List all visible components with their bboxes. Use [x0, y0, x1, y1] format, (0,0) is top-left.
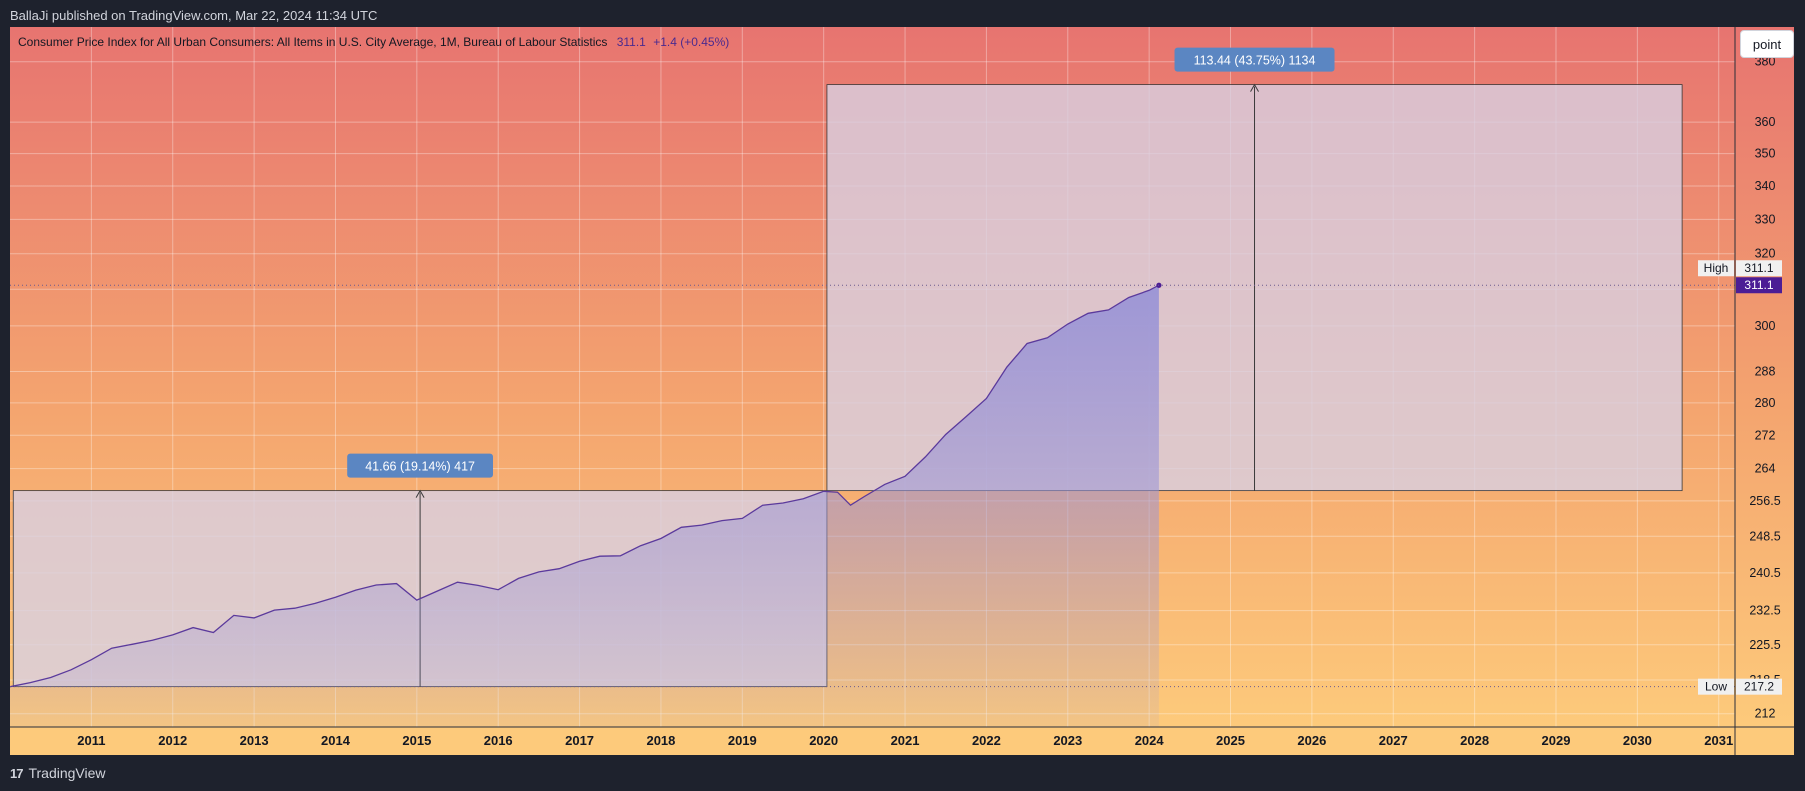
legend-last-value: 311.1	[616, 35, 646, 49]
y-tick-label: 380	[1755, 55, 1776, 69]
measure-arrowhead	[415, 489, 425, 498]
y-tick-label: 248.5	[1749, 529, 1780, 543]
chart-marks	[10, 282, 1735, 688]
measure-label-box	[347, 453, 493, 478]
y-tick-label: 350	[1755, 147, 1776, 161]
price-tag-label-bg	[1698, 260, 1734, 277]
measure-arrowhead	[1250, 83, 1259, 92]
x-tick-label: 2019	[728, 733, 757, 748]
y-tick-label: 300	[1755, 319, 1776, 333]
brand-name: TradingView	[28, 765, 106, 781]
price-tag-value: 217.2	[1744, 680, 1774, 694]
y-tick-label: 264	[1755, 462, 1776, 476]
measure-label: 113.44 (43.75%) 1134	[1194, 54, 1316, 68]
series-area	[10, 285, 1159, 727]
x-tick-label: 2011	[77, 733, 105, 748]
x-tick-label: 2026	[1297, 733, 1326, 748]
price-tag-value: 311.1	[1744, 261, 1773, 275]
x-tick-label: 2025	[1216, 733, 1245, 748]
price-tag-label: High	[1704, 261, 1729, 275]
y-tick-label: 360	[1755, 115, 1776, 129]
tradingview-logo-icon: 17	[10, 765, 24, 781]
price-tag-value: 311.1	[1744, 278, 1773, 292]
measure-label-box	[1174, 47, 1335, 72]
x-tick-label: 2012	[158, 733, 187, 748]
scale-mode-button[interactable]: point	[1740, 30, 1794, 58]
x-tick-label: 2030	[1623, 733, 1652, 748]
series-line	[10, 284, 1160, 688]
y-tick-label: 288	[1755, 364, 1776, 378]
x-tick-label: 2020	[809, 733, 838, 748]
chart-area[interactable]: 41.66 (19.14%) 417 113.44 (43.75%) 1134 2…	[10, 27, 1794, 755]
x-tick-label: 2021	[891, 733, 920, 748]
measure-label: 41.66 (19.14%) 417	[365, 460, 475, 474]
x-tick-label: 2017	[565, 733, 594, 748]
y-tick-label: 256.5	[1749, 494, 1780, 508]
y-tick-label: 232.5	[1749, 604, 1780, 618]
x-tick-label: 2023	[1053, 733, 1082, 748]
chart-legend: Consumer Price Index for All Urban Consu…	[18, 35, 729, 49]
x-tick-label: 2016	[484, 733, 513, 748]
x-tick-label: 2027	[1379, 733, 1408, 748]
legend-change: +1.4 (+0.45%)	[653, 35, 730, 49]
price-axis-background	[1735, 27, 1794, 727]
time-axis-background	[10, 727, 1794, 755]
price-labels: High 311.1 311.1 Low 217.2	[1698, 260, 1782, 695]
cpi-chart[interactable]: 41.66 (19.14%) 417 113.44 (43.75%) 1134 2…	[10, 27, 1794, 755]
price-tag-label-bg	[1698, 678, 1734, 695]
y-tick-label: 212	[1755, 707, 1776, 721]
legend-title: Consumer Price Index for All Urban Consu…	[18, 35, 608, 49]
y-tick-label: 280	[1755, 396, 1776, 410]
y-tick-label: 240.5	[1749, 566, 1780, 580]
x-tick-label: 2013	[240, 733, 269, 748]
price-tag-value-bg	[1736, 277, 1782, 294]
x-tick-label: 2031	[1704, 733, 1733, 748]
price-tag-value-bg	[1736, 678, 1782, 695]
y-tick-label: 340	[1755, 179, 1776, 193]
y-tick-label: 272	[1755, 428, 1776, 442]
price-tag-label: Low	[1705, 680, 1727, 694]
y-tick-label: 330	[1755, 212, 1776, 226]
x-axis-ticks: 2011 2012 2013 2014 2015 2016 2017 2018 2019 2020…	[77, 733, 1733, 748]
x-tick-label: 2029	[1542, 733, 1571, 748]
y-tick-label: 320	[1755, 247, 1776, 261]
price-tag-value-bg	[1736, 260, 1782, 277]
y-tick-label: 225.5	[1749, 638, 1780, 652]
x-tick-label: 2018	[646, 733, 675, 748]
x-tick-label: 2024	[1135, 733, 1165, 748]
x-tick-label: 2022	[972, 733, 1001, 748]
x-tick-label: 2028	[1460, 733, 1489, 748]
x-tick-label: 2014	[321, 733, 351, 748]
footer-brand[interactable]: 17 TradingView	[10, 765, 106, 781]
x-tick-label: 2015	[402, 733, 431, 748]
publisher-line: BallaJi published on TradingView.com, Ma…	[10, 8, 378, 23]
